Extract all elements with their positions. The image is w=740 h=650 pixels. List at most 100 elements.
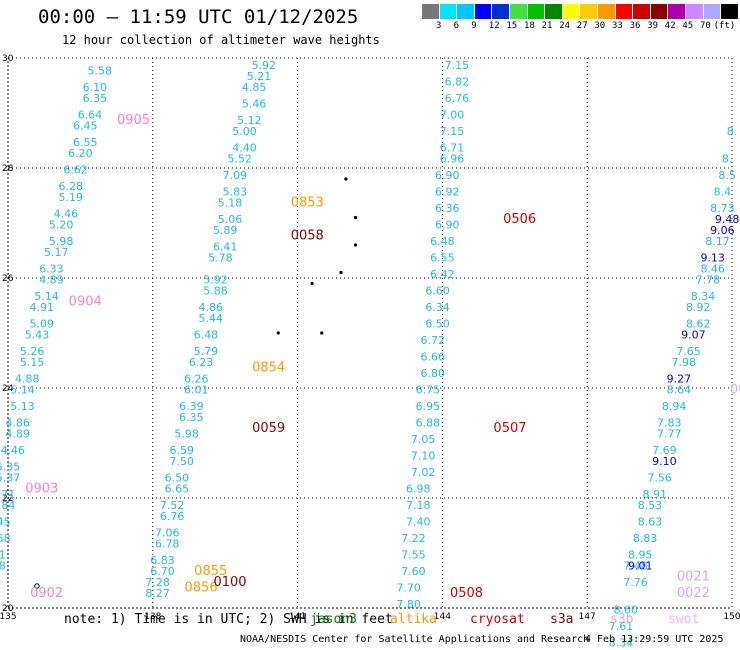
data-point-label: 8.83: [633, 532, 658, 545]
data-point-label: 5.45: [0, 516, 11, 529]
data-point-label: 5.17: [44, 246, 69, 259]
data-point-label: 6.48: [430, 235, 455, 248]
data-point-label: 6.20: [68, 147, 93, 160]
time-label: 0508: [450, 586, 483, 601]
x-tick-label: 138: [144, 612, 161, 622]
data-point-label: 7.76: [623, 576, 648, 589]
color-legend: 3 6 9 12 15 18 21 24 27 30 33 36 39 42 45 70 (ft): [422, 4, 739, 33]
data-point-label: 8.60: [614, 604, 639, 617]
island-mark: [344, 177, 348, 181]
data-point-label: 7.15: [445, 59, 470, 72]
data-point-label: 5.83: [223, 186, 248, 199]
mission-jason3: jason3: [310, 612, 357, 627]
data-point-label: 5.89: [213, 224, 238, 237]
data-point-label: 4.40: [232, 142, 257, 155]
data-point-label: 6.76: [160, 510, 185, 523]
data-point-label: 4.71: [0, 488, 15, 501]
data-point-label: 5.46: [242, 98, 267, 111]
data-point-label: 6.55: [73, 136, 98, 149]
data-point-label: 8.64: [667, 384, 692, 397]
legend-swatch: [474, 4, 493, 19]
data-point-label: 7.55: [401, 549, 426, 562]
data-point-label: 6.72: [420, 334, 445, 347]
plot-frame: [7, 57, 733, 609]
data-point-label: 6.98: [406, 483, 431, 496]
data-point-label: 7.00: [440, 109, 465, 122]
data-point-label: 4.86: [198, 301, 223, 314]
data-point-label: 7.98: [671, 356, 696, 369]
data-point-label: 5.06: [218, 213, 243, 226]
y-tick-label: 20: [2, 604, 14, 614]
data-point-label: 4.89: [39, 274, 64, 287]
mission-altika: altika: [390, 612, 437, 627]
data-point-label: 8.34: [609, 637, 634, 650]
time-label: 0853: [291, 196, 324, 211]
data-point-label: 6.35: [179, 411, 204, 424]
data-point-label: 5.78: [208, 252, 233, 265]
data-point-label: 6.95: [416, 400, 441, 413]
data-point-label: 7.52: [160, 499, 185, 512]
time-label: 0904: [69, 295, 102, 310]
time-label: 0507: [493, 421, 526, 436]
legend-label: 33: [612, 21, 623, 31]
data-point-label: 8.46: [700, 263, 725, 276]
data-point-label: 5.21: [247, 70, 272, 83]
legend-label: 21: [541, 21, 553, 31]
data-point-label: 5.26: [20, 345, 45, 358]
data-point-label: 7.56: [647, 472, 672, 485]
data-point-label: 8.92: [686, 301, 711, 314]
data-point-label: 6.66: [420, 351, 445, 364]
legend-swatch: [492, 4, 510, 19]
mission-cryosat: cryosat: [470, 612, 525, 627]
data-point-label: 5.79: [194, 345, 219, 358]
data-point-label: 8.95: [628, 549, 653, 562]
data-point-label: 6.41: [213, 241, 238, 254]
island-mark: [276, 331, 280, 335]
y-tick-label: 30: [2, 54, 14, 64]
data-point-label: 6.59: [170, 444, 195, 457]
data-point-label: 6.88: [416, 417, 441, 430]
legend-swatch: [580, 4, 598, 19]
legend-swatch: [457, 4, 475, 19]
y-tick-label: 22: [2, 494, 13, 504]
data-point-label: 5.19: [58, 191, 83, 204]
data-point-label: 8.62: [686, 318, 711, 331]
data-point-label: 7.83: [657, 417, 682, 430]
legend-label: 15: [506, 21, 518, 31]
legend-label: 45: [682, 21, 694, 31]
legend-label: 42: [664, 21, 676, 31]
data-point-label: 5.15: [20, 356, 45, 369]
data-point-label: 4.46: [54, 208, 79, 221]
time-label: 0902: [30, 586, 63, 601]
legend-swatch: [668, 4, 686, 19]
data-point-label: 4.89: [5, 428, 30, 441]
legend-swatch: [562, 4, 581, 19]
time-label: 0058: [291, 229, 324, 244]
data-point-label: 8.4: [714, 186, 732, 199]
time-label: 0059: [252, 421, 285, 436]
legend-label: 6: [453, 21, 460, 31]
data-point-label: 5.92: [203, 274, 228, 287]
x-tick-label: 147: [579, 612, 596, 622]
data-point-label: 6.45: [73, 120, 98, 133]
data-point-label: 6.35: [83, 92, 108, 105]
legend-label: 39: [647, 21, 659, 31]
time-label: 0021: [677, 570, 710, 585]
data-point-label: 9.06: [710, 224, 735, 237]
data-point-label: 6.80: [420, 367, 445, 380]
time-label: 0905: [117, 113, 150, 128]
data-point-label: 6.65: [165, 483, 190, 496]
data-point-label: 7.69: [652, 444, 677, 457]
island-mark: [310, 281, 314, 286]
data-point-label: 6.34: [425, 301, 450, 314]
data-point-label: 6.96: [440, 153, 465, 166]
data-point-label: 8.: [727, 125, 738, 138]
data-point-label: 7.50: [170, 455, 195, 468]
legend-label: 30: [594, 21, 606, 31]
legend-swatch: [721, 4, 739, 19]
data-point-label: 6.55: [430, 252, 455, 265]
island-mark: [339, 270, 343, 275]
legend-swatch: [685, 4, 704, 19]
data-point-label: 5.12: [237, 114, 262, 127]
data-point-label: 6.31: [0, 549, 6, 562]
